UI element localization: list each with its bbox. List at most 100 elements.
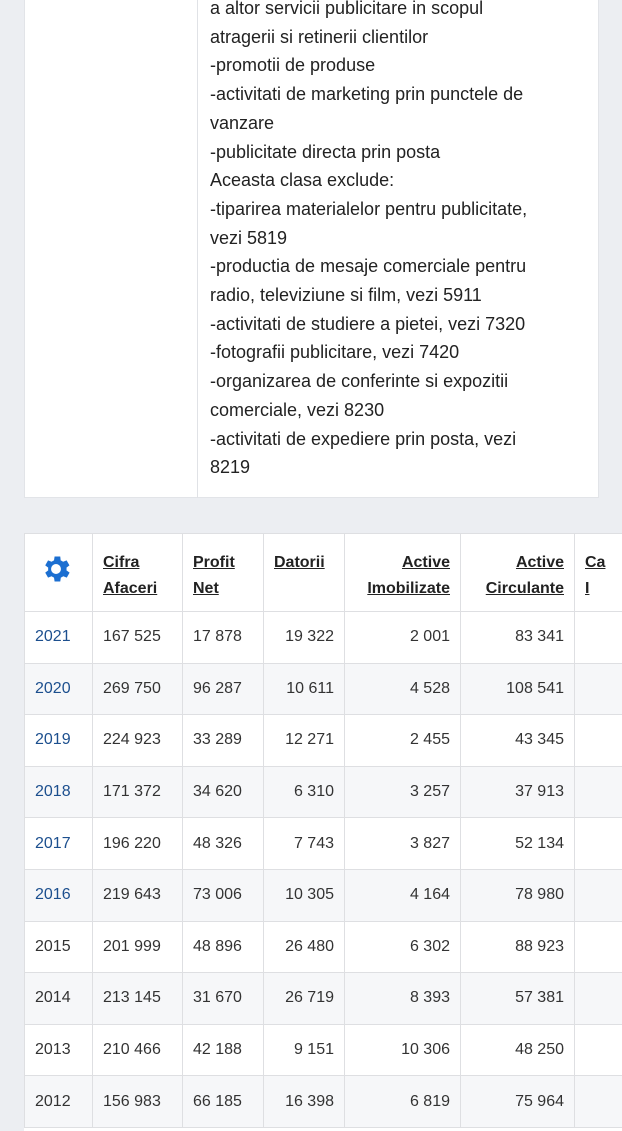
cell-datorii: 10 611: [263, 662, 345, 716]
cell-active-imob: 6 819: [344, 1075, 461, 1128]
cell-datorii: 26 480: [263, 920, 345, 974]
year-cell: 2013: [24, 1023, 93, 1077]
cell-cifra: 201 999: [92, 920, 183, 974]
table-row: 2021 167 525 17 878 19 322 2 001 83 341: [24, 611, 622, 664]
year-label: 2014: [35, 989, 71, 1007]
cell-active-circ: 108 541: [460, 662, 575, 716]
header-label-part: Afaceri: [103, 580, 158, 597]
table-row: 2012 156 983 66 185 16 398 6 819 75 964: [24, 1075, 622, 1128]
financial-table: Cifra Afaceri Profit Net Datorii Active Imo…: [24, 533, 622, 1128]
cell-active-circ: 37 913: [460, 765, 575, 819]
year-link[interactable]: 2016: [35, 886, 71, 904]
cell-active-circ: 57 381: [460, 972, 575, 1025]
cell-cifra: 224 923: [92, 714, 183, 767]
header-label-part: Imobilizate: [367, 580, 450, 597]
year-cell[interactable]: 2020: [24, 662, 93, 716]
card-divider: [197, 0, 198, 498]
description-line: -publicitate directa prin posta: [210, 141, 441, 162]
cell-cut: [574, 765, 622, 819]
header-profit-net[interactable]: Profit Net: [182, 533, 264, 612]
description-line: vanzare: [210, 112, 275, 133]
cell-datorii: 16 398: [263, 1075, 345, 1128]
year-link[interactable]: 2017: [35, 834, 71, 852]
cell-profit: 17 878: [182, 611, 264, 664]
cell-cifra: 210 466: [92, 1023, 183, 1077]
cell-active-circ: 78 980: [460, 868, 575, 922]
cell-cut: [574, 1075, 622, 1128]
cell-cifra: 196 220: [92, 817, 183, 870]
cell-cifra: 167 525: [92, 611, 183, 664]
cell-active-imob: 3 257: [344, 765, 461, 819]
cell-cifra: 213 145: [92, 972, 183, 1025]
header-active-imobilizate[interactable]: Active Imobilizate: [344, 533, 461, 612]
year-cell[interactable]: 2018: [24, 765, 93, 819]
table-row: 2020 269 750 96 287 10 611 4 528 108 541: [24, 662, 622, 716]
cell-active-imob: 4 164: [344, 868, 461, 922]
table-body: 2021 167 525 17 878 19 322 2 001 83 341 2020 26…: [24, 611, 622, 1128]
description-line: -fotografii publicitare, vezi 7420: [210, 342, 460, 363]
description-line: -organizarea de conferinte si expozitii: [210, 371, 509, 392]
table-row: 2018 171 372 34 620 6 310 3 257 37 913: [24, 765, 622, 819]
year-cell[interactable]: 2019: [24, 714, 93, 767]
description-line: -productia de mesaje comerciale pentru: [210, 256, 527, 277]
cell-cut: [574, 662, 622, 716]
header-label-part: Profit: [193, 554, 235, 571]
header-cifra-afaceri[interactable]: Cifra Afaceri: [92, 533, 183, 612]
description-line: -tiparirea materialelor pentru publicita…: [210, 198, 528, 219]
header-capitaluri-cut[interactable]: Ca I: [574, 533, 622, 612]
cell-active-imob: 8 393: [344, 972, 461, 1025]
financial-table-container[interactable]: Cifra Afaceri Profit Net Datorii Active Imo…: [24, 533, 622, 1131]
description-line: atragerii si retinerii clientilor: [210, 26, 429, 47]
cell-active-circ: 52 134: [460, 817, 575, 870]
description-line: -promotii de produse: [210, 55, 376, 76]
cell-profit: 96 287: [182, 662, 264, 716]
year-cell[interactable]: 2016: [24, 868, 93, 922]
cell-cut: [574, 714, 622, 767]
header-label-part: Active: [515, 554, 564, 571]
cell-datorii: 19 322: [263, 611, 345, 664]
cell-profit: 31 670: [182, 972, 264, 1025]
cell-cifra: 156 983: [92, 1075, 183, 1128]
header-active-circulante[interactable]: Active Circulante: [460, 533, 575, 612]
table-row: 2019 224 923 33 289 12 271 2 455 43 345: [24, 714, 622, 767]
cell-datorii: 10 305: [263, 868, 345, 922]
cell-cifra: 269 750: [92, 662, 183, 716]
cell-cifra: 171 372: [92, 765, 183, 819]
cell-active-circ: 88 923: [460, 920, 575, 974]
description-line: -activitati de expediere prin posta, vez…: [210, 428, 517, 449]
description-line: vezi 5819: [210, 227, 288, 248]
header-datorii[interactable]: Datorii: [263, 533, 345, 612]
cell-profit: 73 006: [182, 868, 264, 922]
description-line: -activitati de studiere a pietei, vezi 7…: [210, 313, 526, 334]
cell-profit: 34 620: [182, 765, 264, 819]
cell-datorii: 7 743: [263, 817, 345, 870]
table-header-row: Cifra Afaceri Profit Net Datorii Active Imo…: [24, 533, 622, 612]
cell-active-imob: 3 827: [344, 817, 461, 870]
table-row: 2013 210 466 42 188 9 151 10 306 48 250: [24, 1023, 622, 1077]
year-link[interactable]: 2021: [35, 628, 71, 646]
header-label-part: Circulante: [485, 580, 564, 597]
year-link[interactable]: 2018: [35, 783, 71, 801]
cell-profit: 66 185: [182, 1075, 264, 1128]
cell-profit: 48 326: [182, 817, 264, 870]
cell-cifra: 219 643: [92, 868, 183, 922]
year-cell[interactable]: 2021: [24, 611, 93, 664]
year-link[interactable]: 2020: [35, 679, 71, 697]
settings-header[interactable]: [24, 533, 93, 612]
cell-active-imob: 2 455: [344, 714, 461, 767]
year-cell: 2012: [24, 1075, 93, 1128]
cell-datorii: 12 271: [263, 714, 345, 767]
cell-cut: [574, 868, 622, 922]
year-cell: 2014: [24, 972, 93, 1025]
description-line: -activitati de marketing prin punctele d…: [210, 84, 524, 105]
gear-icon[interactable]: [39, 552, 73, 586]
table-row: 2016 219 643 73 006 10 305 4 164 78 980: [24, 868, 622, 922]
cell-datorii: 26 719: [263, 972, 345, 1025]
year-link[interactable]: 2019: [35, 731, 71, 749]
activity-description-card: a altor servicii publicitare in scopul at…: [24, 0, 599, 498]
cell-active-circ: 48 250: [460, 1023, 575, 1077]
description-line: Aceasta clasa exclude:: [210, 170, 395, 191]
year-cell[interactable]: 2017: [24, 817, 93, 870]
header-label-part: Cifra: [103, 554, 140, 571]
cell-profit: 33 289: [182, 714, 264, 767]
